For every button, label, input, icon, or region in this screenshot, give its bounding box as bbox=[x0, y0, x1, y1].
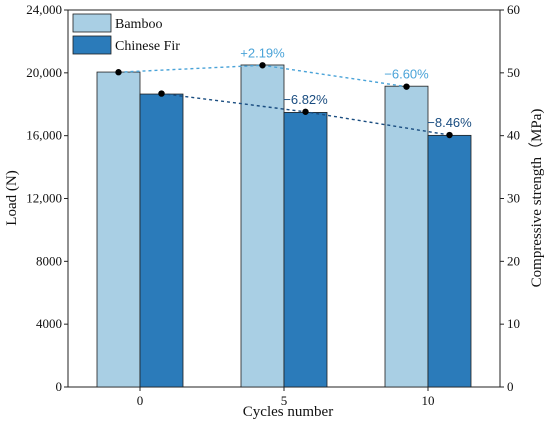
pct-label-bamboo-cycle-5: +2.19% bbox=[240, 45, 285, 60]
legend-label-chinese-fir: Chinese Fir bbox=[115, 39, 180, 54]
right-tick-label: 0 bbox=[507, 379, 514, 394]
pct-label-chinese-fir-cycle-5: −6.82% bbox=[283, 92, 328, 107]
bars-group bbox=[96, 64, 472, 388]
bar-bamboo-cycle-10 bbox=[384, 85, 429, 388]
left-tick-label: 4000 bbox=[36, 316, 62, 331]
legend-swatch-bamboo bbox=[72, 13, 112, 33]
legend-swatch-chinese-fir bbox=[72, 35, 112, 55]
x-tick-label: 0 bbox=[137, 393, 144, 408]
bar-chinese-fir-cycle-5 bbox=[283, 112, 328, 388]
left-tick-label: 8000 bbox=[36, 253, 62, 268]
y-axis-title-right: Compressive strength（MPa) bbox=[528, 109, 545, 288]
strength-point-bamboo-cycle-5 bbox=[259, 62, 266, 69]
strength-point-bamboo-cycle-0 bbox=[115, 69, 122, 76]
left-tick-label: 20,000 bbox=[26, 65, 62, 80]
right-tick-label: 50 bbox=[507, 65, 520, 80]
left-tick-label: 24,000 bbox=[26, 2, 62, 17]
right-tick-label: 40 bbox=[507, 128, 520, 143]
right-tick-label: 30 bbox=[507, 191, 520, 206]
x-axis-title: Cycles number bbox=[243, 404, 333, 420]
bar-bamboo-cycle-0 bbox=[96, 71, 141, 388]
strength-point-chinese-fir-cycle-10 bbox=[446, 131, 453, 139]
right-y-axis: 0 10 20 30 40 50 60 bbox=[500, 2, 520, 394]
y-axis-title-left: Load (N) bbox=[4, 170, 20, 225]
right-tick-label: 20 bbox=[507, 253, 520, 268]
right-tick-label: 10 bbox=[507, 316, 520, 331]
left-y-axis: 0 4000 8000 12,000 16,000 20,000 24,000 bbox=[26, 2, 68, 394]
bar-chinese-fir-cycle-10 bbox=[427, 134, 472, 388]
legend: Bamboo Chinese Fir bbox=[72, 13, 180, 55]
x-tick-label: 10 bbox=[422, 393, 435, 408]
strength-point-bamboo-cycle-10 bbox=[403, 83, 410, 90]
x-tick-label: 5 bbox=[281, 393, 288, 408]
bar-bamboo-cycle-5 bbox=[240, 64, 285, 388]
pct-label-chinese-fir-cycle-10: −8.46% bbox=[427, 115, 472, 130]
x-axis: 0 5 10 bbox=[137, 387, 435, 408]
left-tick-label: 16,000 bbox=[26, 128, 62, 143]
strength-point-chinese-fir-cycle-5 bbox=[302, 108, 309, 115]
right-tick-label: 60 bbox=[507, 2, 520, 17]
strength-lines-group: +2.19% −6.60% −6.82% −8.46% bbox=[115, 45, 472, 139]
left-tick-label: 0 bbox=[56, 379, 63, 394]
bar-chinese-fir-cycle-0 bbox=[139, 93, 184, 388]
strength-point-chinese-fir-cycle-0 bbox=[158, 90, 165, 97]
left-tick-label: 12,000 bbox=[26, 191, 62, 206]
legend-label-bamboo: Bamboo bbox=[115, 17, 162, 32]
pct-label-bamboo-cycle-10: −6.60% bbox=[384, 67, 429, 82]
